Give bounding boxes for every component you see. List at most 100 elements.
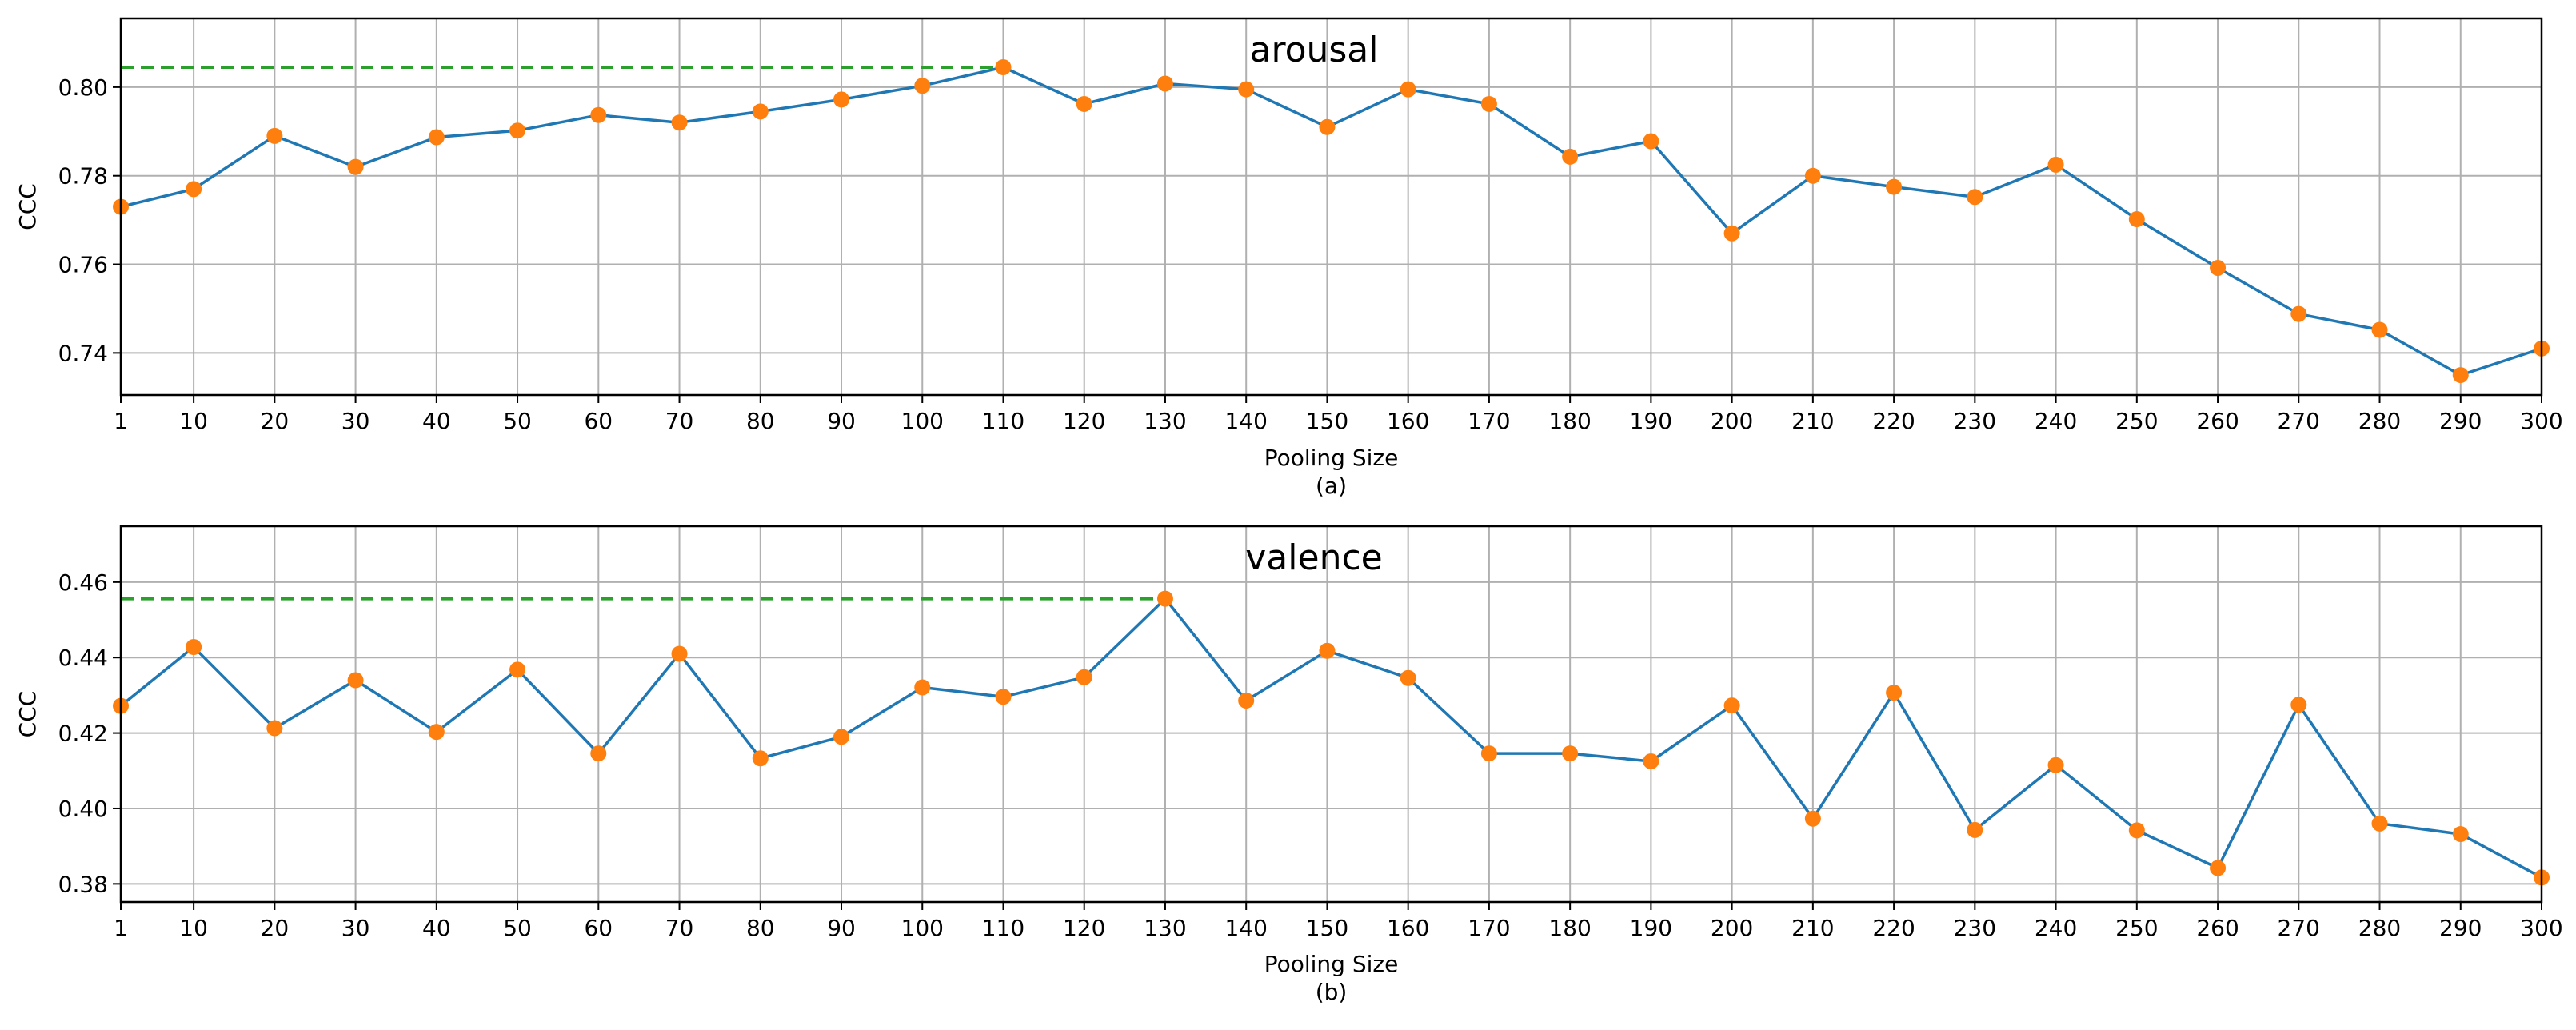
x-tick-label: 120 <box>1063 915 1105 941</box>
data-point <box>2371 321 2388 338</box>
data-point <box>1967 189 1983 206</box>
y-tick-label: 0.80 <box>58 74 108 101</box>
data-point <box>347 158 364 175</box>
data-point <box>186 639 202 656</box>
x-tick-label: 200 <box>1711 408 1753 434</box>
y-tick-label: 0.78 <box>58 163 108 190</box>
x-tick-label: 50 <box>503 408 532 434</box>
series-line-valence <box>119 597 2542 879</box>
data-point <box>2452 367 2469 384</box>
data-point <box>1804 810 1821 827</box>
x-tick-label: 260 <box>2196 408 2239 434</box>
data-point <box>2210 259 2227 276</box>
x-tick-label: 20 <box>261 408 290 434</box>
data-point <box>2128 211 2145 228</box>
data-point <box>671 645 688 662</box>
data-point <box>1967 821 1983 838</box>
x-tick-label: 220 <box>1872 915 1915 941</box>
data-point <box>752 750 769 767</box>
x-tick-label: 300 <box>2520 408 2562 434</box>
data-point <box>1643 753 1659 769</box>
data-point <box>186 181 202 198</box>
x-tick-label: 170 <box>1468 408 1510 434</box>
x-tick-label: 1 <box>114 915 128 941</box>
chart-title: arousal <box>1249 30 1378 70</box>
subfigure-caption: (a) <box>1316 473 1347 499</box>
y-axis-label: CCC <box>14 691 41 738</box>
y-axis-label: CCC <box>14 183 41 230</box>
chart-title: valence <box>1245 537 1382 578</box>
x-tick-label: 70 <box>665 408 694 434</box>
data-point <box>1723 697 1740 714</box>
data-point <box>1400 81 1416 98</box>
x-tick-label: 280 <box>2358 915 2401 941</box>
x-tick-label: 40 <box>422 408 451 434</box>
data-point <box>1076 669 1092 685</box>
x-tick-label: 80 <box>746 915 775 941</box>
data-point <box>347 672 364 689</box>
y-tick-label: 0.40 <box>58 796 108 822</box>
data-point <box>509 122 526 139</box>
data-point <box>590 745 607 762</box>
data-point <box>914 78 931 94</box>
data-point <box>2210 860 2227 876</box>
x-tick-label: 230 <box>1954 915 1996 941</box>
data-point <box>1562 745 1579 762</box>
data-point <box>1480 745 1497 762</box>
data-point <box>1319 118 1336 135</box>
x-tick-label: 210 <box>1791 915 1834 941</box>
chart-panel-arousal: 1 10 20 30 40 50 60 70 80 90 100 110 120 130 140 150 160… <box>14 17 2563 499</box>
data-point <box>2452 826 2469 843</box>
x-tick-label: 250 <box>2115 915 2158 941</box>
x-tick-label: 110 <box>982 915 1024 941</box>
x-tick-label: 1 <box>114 408 128 434</box>
x-tick-label: 290 <box>2439 408 2482 434</box>
x-tick-label: 130 <box>1144 408 1186 434</box>
data-point <box>833 729 850 745</box>
x-tick-label: 120 <box>1063 408 1105 434</box>
data-point <box>995 689 1012 705</box>
data-point <box>1238 693 1255 709</box>
x-tick-label: 40 <box>422 915 451 941</box>
x-axis-label: Pooling Size <box>1264 951 1399 977</box>
data-point <box>1400 669 1416 686</box>
x-tick-label: 190 <box>1630 915 1672 941</box>
x-tick-label: 260 <box>2196 915 2239 941</box>
x-tick-label: 230 <box>1954 408 1996 434</box>
data-point <box>671 114 688 131</box>
x-tick-label: 10 <box>179 408 208 434</box>
data-point <box>2371 815 2388 832</box>
x-tick-label: 240 <box>2035 408 2077 434</box>
x-tick-label: 180 <box>1548 408 1591 434</box>
data-point <box>995 58 1012 75</box>
data-point <box>1480 95 1497 112</box>
x-tick-label: 30 <box>341 915 370 941</box>
data-point <box>833 91 850 108</box>
x-tick-label: 270 <box>2278 408 2320 434</box>
data-point <box>1723 225 1740 242</box>
x-tick-label: 170 <box>1468 915 1510 941</box>
x-tick-label: 90 <box>827 915 856 941</box>
x-tick-label: 100 <box>901 408 944 434</box>
data-point <box>1076 95 1092 112</box>
axes-frame <box>119 525 2543 904</box>
data-point <box>1804 167 1821 184</box>
data-point <box>2290 697 2307 713</box>
data-point <box>752 103 769 120</box>
x-tick-label: 270 <box>2278 915 2320 941</box>
series-line-arousal <box>120 66 2542 377</box>
y-tick-label: 0.46 <box>58 569 108 596</box>
data-point <box>1886 178 1903 195</box>
x-tick-label: 250 <box>2115 408 2158 434</box>
y-tick-label: 0.38 <box>58 871 108 897</box>
x-tick-label: 80 <box>746 408 775 434</box>
x-tick-label: 10 <box>179 915 208 941</box>
x-tick-label: 220 <box>1872 408 1915 434</box>
data-point <box>1319 642 1336 659</box>
x-tick-label: 300 <box>2520 915 2562 941</box>
x-tick-label: 110 <box>982 408 1024 434</box>
x-tick-label: 210 <box>1791 408 1834 434</box>
data-point <box>590 106 607 123</box>
x-tick-label: 180 <box>1548 915 1591 941</box>
